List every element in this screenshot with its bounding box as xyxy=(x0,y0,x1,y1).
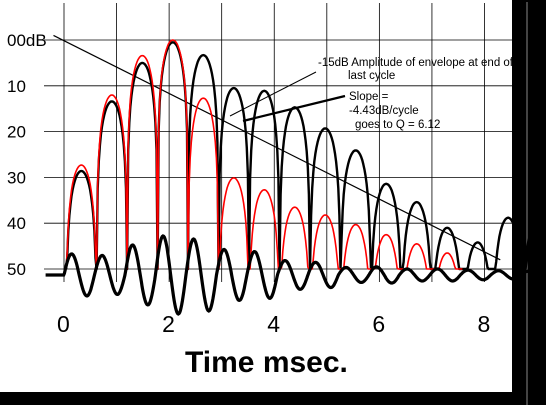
annotation-envelope-line-1: -15dB Amplitude of envelope at end of xyxy=(318,57,514,69)
annotation-envelope: -15dB Amplitude of envelope at end of la… xyxy=(229,57,514,117)
x-tick-label: 4 xyxy=(267,311,280,337)
red-log-envelope-line xyxy=(65,39,463,270)
x-tick-label: 6 xyxy=(372,311,385,337)
annotation-slope-line-3: goes to Q = 6.12 xyxy=(355,119,440,131)
x-tick-label: 8 xyxy=(478,311,491,337)
annotation-envelope-leader xyxy=(229,71,317,117)
annotation-slope-line-2: -4.43dB/cycle xyxy=(349,105,419,117)
black-log-envelope-line xyxy=(64,41,546,271)
x-axis-label: Time msec. xyxy=(185,346,348,379)
x-tick-label: 2 xyxy=(162,311,175,337)
page-bottom-band xyxy=(0,392,546,405)
annotation-envelope-line-2: last cycle xyxy=(348,70,395,82)
annotation-slope: Slope = -4.43dB/cycle goes to Q = 6.12 xyxy=(242,91,440,131)
y-tick-label: 20 xyxy=(7,123,26,142)
annotation-slope-line-1: Slope = xyxy=(349,91,389,103)
y-tick-label: 50 xyxy=(7,260,26,279)
series-group xyxy=(45,39,546,316)
y-tick-labels: 00dB 10 20 30 40 50 xyxy=(7,31,47,279)
x-tick-labels: 0 2 4 6 8 xyxy=(57,311,490,337)
black-waveform-line xyxy=(45,234,533,316)
plot-background xyxy=(0,0,512,392)
y-tick-label: 40 xyxy=(7,214,26,233)
y-tick-label: 10 xyxy=(7,77,26,96)
page-right-band xyxy=(512,0,546,405)
x-tick-label: 0 xyxy=(57,311,70,337)
annotation-slope-leader xyxy=(242,94,346,123)
y-tick-label: 00dB xyxy=(7,31,47,50)
y-tick-label: 30 xyxy=(7,168,26,187)
